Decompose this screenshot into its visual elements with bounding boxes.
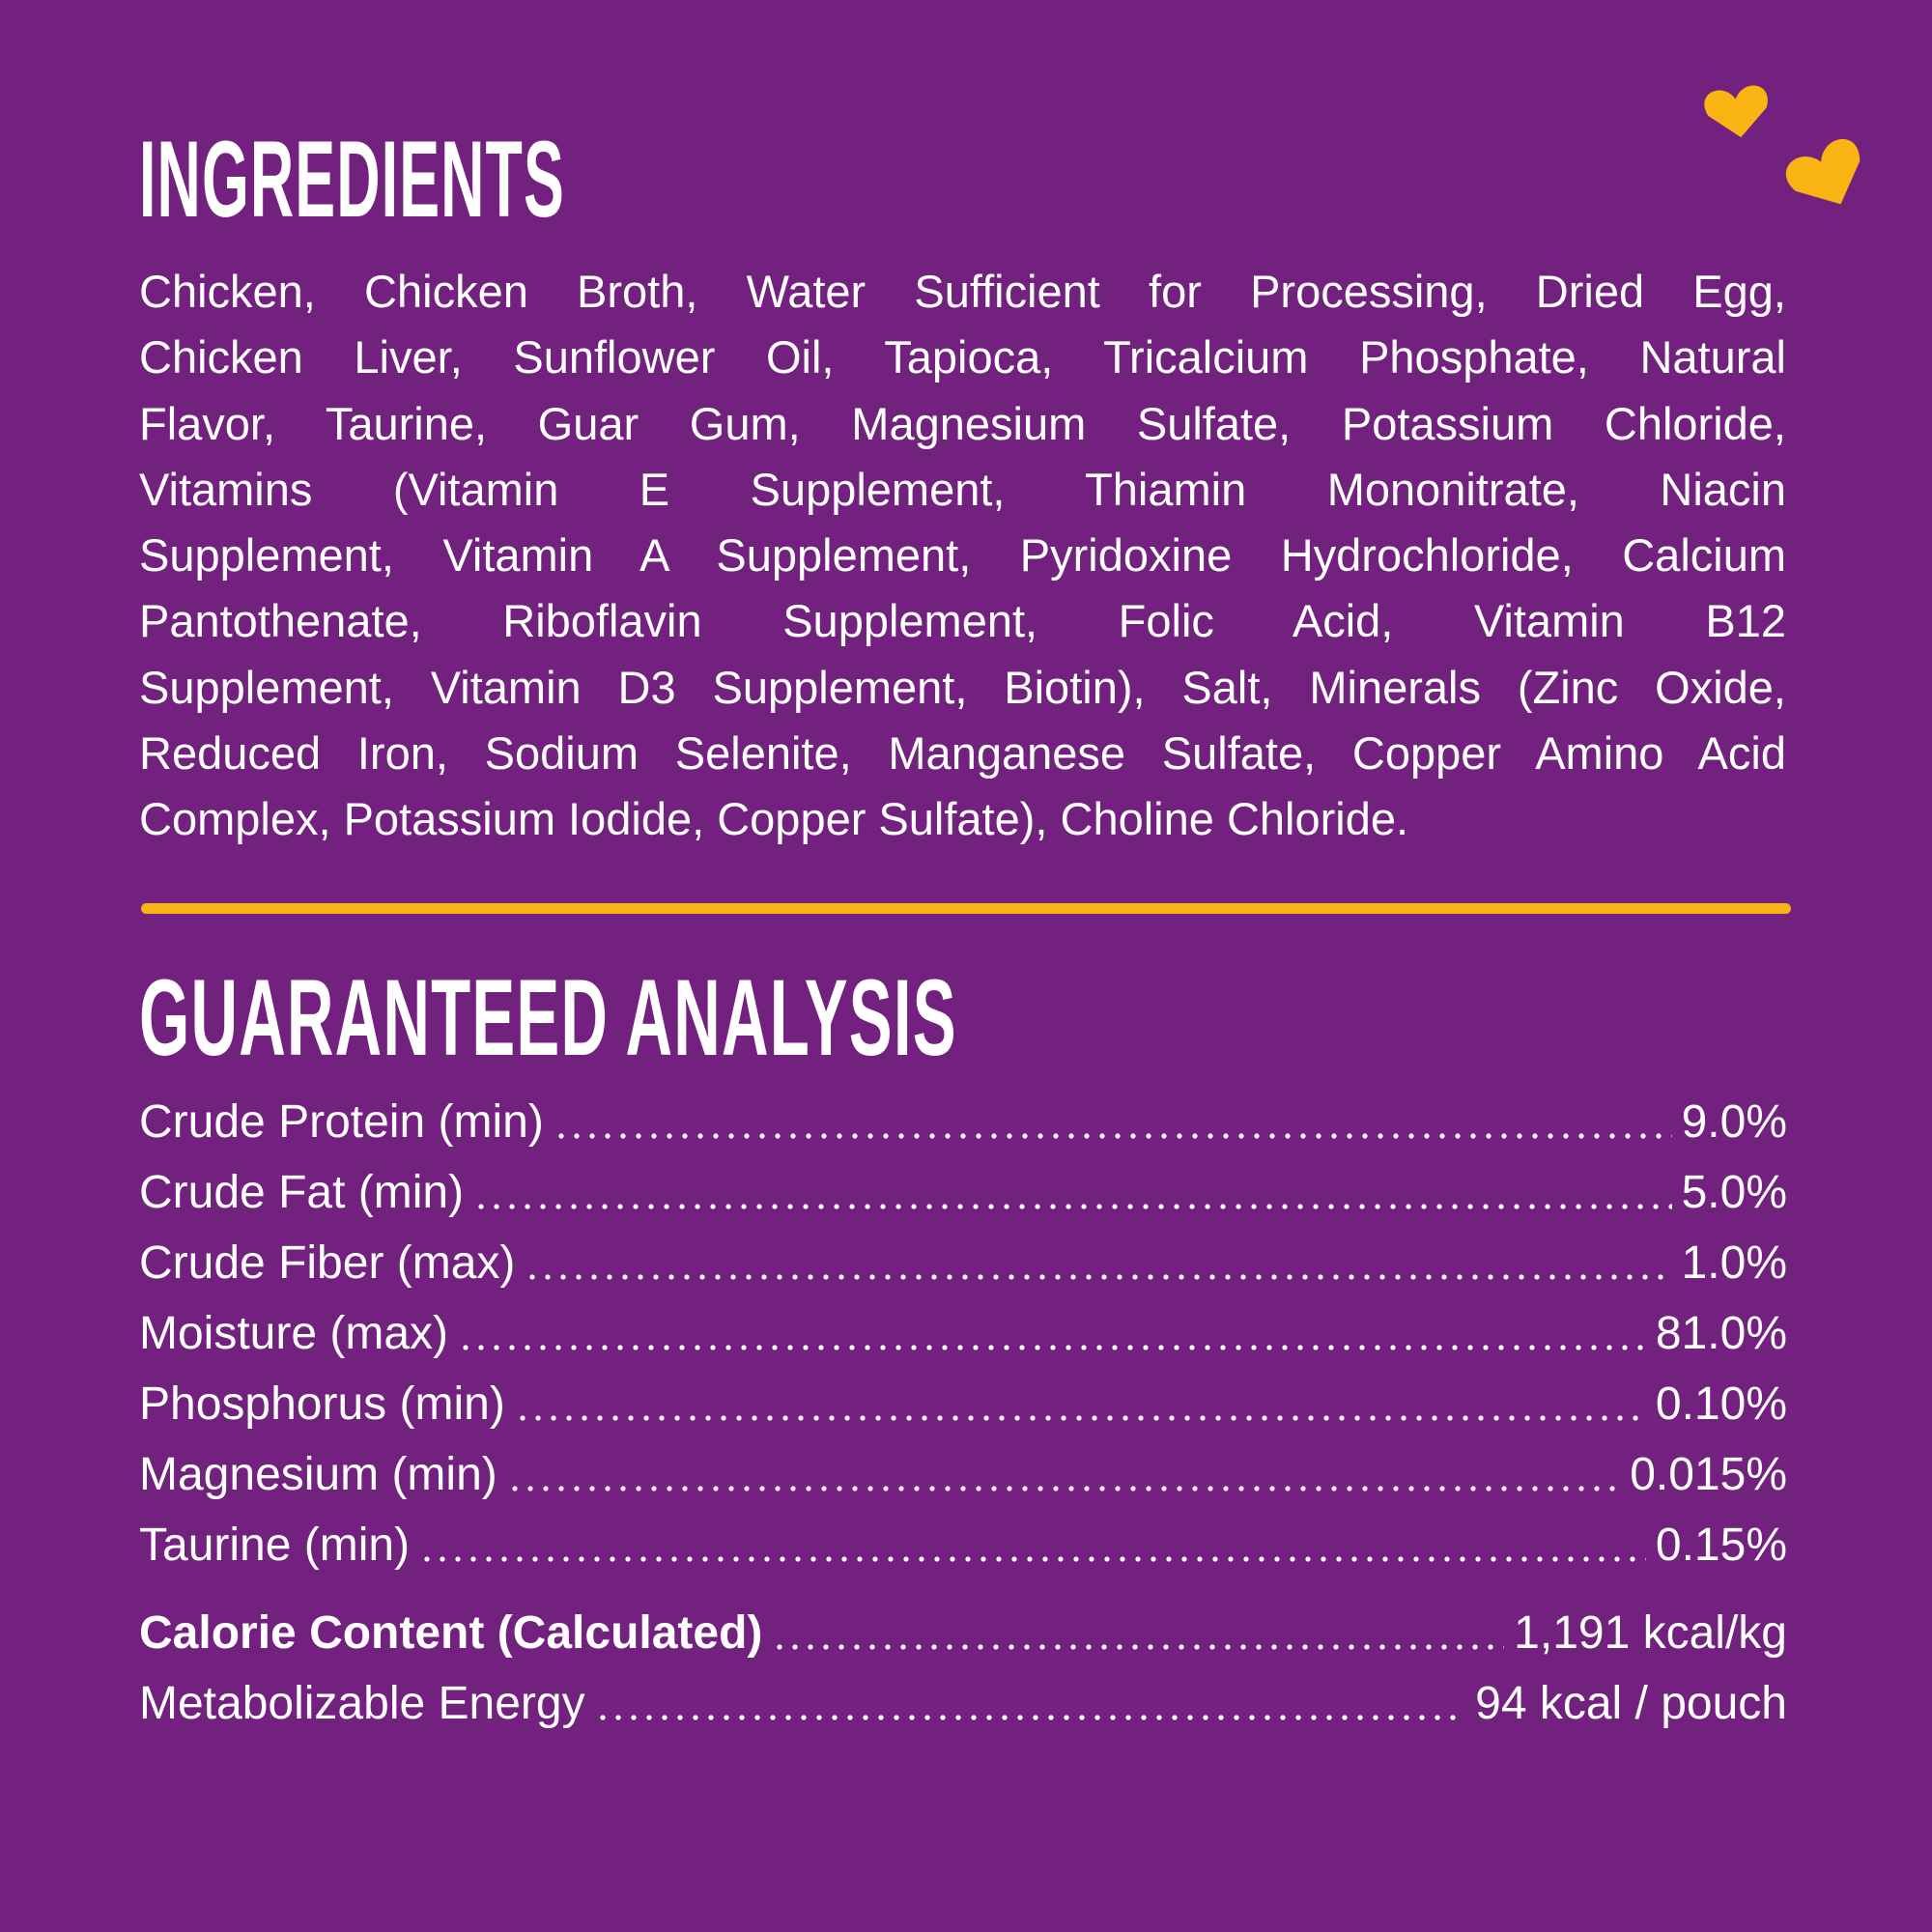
row-value: 0.10% [1655, 1378, 1787, 1430]
ingredient-line: Supplement, Vitamin A Supplement, Pyrido… [139, 529, 1786, 582]
row-label: Calorie Content (Calculated) [139, 1607, 763, 1659]
ingredient-line: Chicken Liver, Sunflower Oil, Tapioca, T… [139, 331, 1786, 384]
ingredient-line: Vitamins (Vitamin E Supplement, Thiamin … [139, 463, 1786, 515]
dot-leader [419, 1555, 1646, 1562]
row-value: 1.0% [1681, 1237, 1787, 1289]
dot-leader [473, 1203, 1672, 1209]
ingredients-text: Chicken, Chicken Broth, Water Sufficient… [139, 259, 1786, 853]
analysis-row: Phosphorus (min) 0.10% [139, 1369, 1787, 1439]
row-value: 9.0% [1681, 1096, 1787, 1148]
row-label: Crude Fiber (max) [139, 1237, 516, 1289]
section-title: INGREDIENTS [139, 119, 565, 240]
ingredient-line: Chicken, Chicken Broth, Water Sufficient… [139, 266, 1786, 317]
dot-leader [594, 1714, 1466, 1720]
row-label: Magnesium (min) [139, 1449, 497, 1500]
divider [141, 903, 1791, 914]
analysis-row: Magnesium (min) 0.015% [139, 1439, 1787, 1510]
dot-leader [506, 1485, 1621, 1492]
dot-leader [525, 1273, 1672, 1280]
analysis-row: Crude Fat (min) 5.0% [139, 1157, 1787, 1228]
dot-leader [772, 1643, 1505, 1650]
ingredient-line: Pantothenate, Riboflavin Supplement, Fol… [139, 595, 1786, 647]
calorie-rows: Calorie Content (Calculated) 1,191 kcal/k… [139, 1598, 1787, 1739]
analysis-row: Calorie Content (Calculated) 1,191 kcal/k… [139, 1598, 1787, 1668]
analysis-row: Moisture (max) 81.0% [139, 1298, 1787, 1369]
row-label: Crude Protein (min) [139, 1096, 544, 1148]
analysis-row: Metabolizable Energy 94 kcal / pouch [139, 1668, 1787, 1739]
dot-leader [458, 1344, 1646, 1350]
hearts-decoration [1704, 85, 1861, 205]
row-value: 1,191 kcal/kg [1514, 1607, 1787, 1659]
ingredient-line: Supplement, Vitamin D3 Supplement, Bioti… [139, 661, 1786, 713]
dot-leader [553, 1132, 1672, 1139]
ingredient-line: Reduced Iron, Sodium Selenite, Manganese… [139, 727, 1786, 780]
ingredient-line: Flavor, Taurine, Guar Gum, Magnesium Sul… [139, 397, 1786, 449]
dot-leader [514, 1414, 1646, 1421]
analysis-row: Taurine (min) 0.15% [139, 1510, 1787, 1580]
row-value: 0.15% [1655, 1520, 1787, 1571]
row-value: 0.015% [1630, 1449, 1787, 1500]
analysis-row: Crude Fiber (max) 1.0% [139, 1228, 1787, 1298]
section-title: GUARANTEED ANALYSIS [139, 957, 957, 1078]
analysis-row: Crude Protein (min) 9.0% [139, 1087, 1787, 1157]
row-label: Phosphorus (min) [139, 1378, 505, 1430]
analysis-table: Crude Protein (min) 9.0% Crude Fat (min) 5.… [139, 1087, 1787, 1739]
row-label: Taurine (min) [139, 1520, 411, 1571]
row-label: Metabolizable Energy [139, 1678, 585, 1729]
ingredient-line: Complex, Potassium Iodide, Copper Sulfat… [139, 793, 1409, 845]
row-label: Crude Fat (min) [139, 1167, 465, 1218]
analysis-rows: Crude Protein (min) 9.0% Crude Fat (min) 5.… [139, 1087, 1787, 1580]
row-value: 5.0% [1681, 1167, 1787, 1218]
row-value: 94 kcal / pouch [1475, 1678, 1787, 1729]
row-label: Moisture (max) [139, 1308, 449, 1359]
row-value: 81.0% [1655, 1308, 1787, 1359]
